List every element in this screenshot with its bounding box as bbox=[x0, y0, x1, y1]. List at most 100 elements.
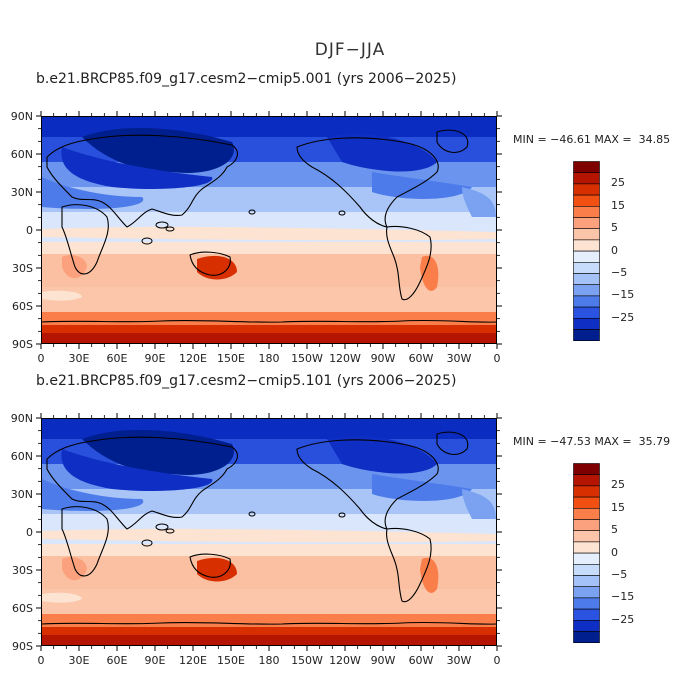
lat-tick-label: 30S bbox=[12, 564, 33, 577]
lat-tick-label: 60S bbox=[12, 300, 33, 313]
lon-tick-label: 120W bbox=[329, 352, 361, 365]
lon-tick-label: 90W bbox=[371, 352, 396, 365]
lon-tick-label: 180 bbox=[259, 654, 280, 667]
colorbar-label: 15 bbox=[611, 198, 625, 212]
lon-tick-label: 60E bbox=[107, 654, 128, 667]
min-max-label: MIN = −46.61 MAX = 34.85 bbox=[513, 133, 671, 146]
min-max-label: MIN = −47.53 MAX = 35.79 bbox=[513, 435, 671, 448]
lat-tick-label: 60N bbox=[11, 450, 33, 463]
colorbar-swatch bbox=[573, 194, 600, 207]
lon-tick-label: 90E bbox=[145, 654, 166, 667]
colorbar-swatch bbox=[573, 620, 600, 632]
map-svg bbox=[42, 419, 496, 645]
panel-title: b.e21.BRCP85.f09_g17.cesm2−cmip5.001 (yr… bbox=[36, 71, 456, 87]
lat-tick-label: 30N bbox=[11, 186, 33, 199]
lat-tick-label: 90N bbox=[11, 412, 33, 425]
colorbar-swatch bbox=[573, 217, 600, 229]
colorbar-label: −15 bbox=[611, 590, 635, 604]
axes: 90N 60N 30N 0 30S 60S 90S 0 30E 60E 90E 120E 150E 180… bbox=[11, 110, 502, 365]
lon-tick-label: 0 bbox=[38, 352, 45, 365]
colorbar-swatch bbox=[573, 183, 600, 196]
colorbar-swatch bbox=[573, 496, 600, 509]
colorbar-swatch bbox=[573, 485, 600, 498]
colorbar-swatch bbox=[573, 552, 600, 565]
colorbar-label: −5 bbox=[611, 266, 628, 279]
panel-2: b.e21.BRCP85.f09_g17.cesm2−cmip5.101 (yr… bbox=[0, 373, 700, 695]
lon-tick-label: 30W bbox=[447, 352, 472, 365]
lat-tick-label: 60N bbox=[11, 148, 33, 161]
colorbar-swatch bbox=[573, 541, 600, 554]
colorbar-swatch bbox=[573, 250, 600, 263]
colorbar-swatch bbox=[573, 530, 600, 543]
lon-tick-label: 60W bbox=[409, 352, 434, 365]
lon-tick-label: 150E bbox=[217, 654, 245, 667]
colorbar-swatch bbox=[573, 262, 600, 274]
panel-1: b.e21.BRCP85.f09_g17.cesm2−cmip5.001 (yr… bbox=[0, 71, 700, 393]
colorbar-swatch bbox=[573, 329, 600, 341]
lat-tick-label: 90S bbox=[12, 338, 33, 351]
colorbar-swatch bbox=[573, 575, 600, 587]
lon-tick-label: 90E bbox=[145, 352, 166, 365]
lat-tick-label: 90N bbox=[11, 110, 33, 123]
colorbar-swatch bbox=[573, 474, 600, 487]
axes: 90N 60N 30N 0 30S 60S 90S 0 30E 60E 90E 120E 150E 180… bbox=[11, 412, 502, 667]
colorbar-swatch bbox=[573, 228, 600, 241]
colorbar-label: −15 bbox=[611, 288, 635, 302]
map bbox=[41, 418, 497, 646]
colorbar-swatch bbox=[573, 284, 600, 297]
case-name: b.e21.BRCP85.f09_g17.cesm2−cmip5.101 bbox=[36, 373, 333, 389]
lat-tick-label: 30N bbox=[11, 488, 33, 501]
colorbar-label: −25 bbox=[611, 612, 635, 626]
colorbar-label: 5 bbox=[611, 523, 618, 537]
colorbar-swatches bbox=[573, 463, 600, 643]
lon-tick-label: 60E bbox=[107, 352, 128, 365]
lon-tick-label: 150W bbox=[291, 654, 323, 667]
lon-tick-label: 0 bbox=[38, 654, 45, 667]
colorbar-swatch bbox=[573, 631, 600, 643]
colorbar-label: −5 bbox=[611, 568, 628, 581]
colorbar-swatch bbox=[573, 295, 600, 308]
colorbar-swatch bbox=[573, 273, 600, 285]
colorbar-swatch bbox=[573, 306, 600, 319]
lon-tick-label: 90W bbox=[371, 654, 396, 667]
lat-tick-label: 0 bbox=[26, 224, 33, 237]
lon-tick-label: 30E bbox=[69, 654, 90, 667]
lon-tick-label: 150E bbox=[217, 352, 245, 365]
colorbar-label: 5 bbox=[611, 221, 618, 235]
lon-tick-label: 0 bbox=[494, 352, 501, 365]
colorbar: 25 15 5 0 −5 −15 −25 bbox=[573, 463, 634, 648]
colorbar-swatch bbox=[573, 507, 600, 520]
colorbar-swatches bbox=[573, 161, 600, 341]
colorbar-label: 0 bbox=[611, 545, 618, 559]
lat-tick-label: 60S bbox=[12, 602, 33, 615]
lon-tick-label: 0 bbox=[494, 654, 501, 667]
colorbar-label: 25 bbox=[611, 478, 625, 492]
colorbar: 25 15 5 0 −5 −15 −25 bbox=[573, 161, 634, 346]
map-svg bbox=[42, 117, 496, 343]
lon-tick-label: 30E bbox=[69, 352, 90, 365]
colorbar-swatch bbox=[573, 519, 600, 531]
colorbar-swatch bbox=[573, 318, 600, 330]
lat-tick-label: 0 bbox=[26, 526, 33, 539]
lon-tick-label: 120W bbox=[329, 654, 361, 667]
colorbar-swatch bbox=[573, 239, 600, 252]
lat-tick-label: 30S bbox=[12, 262, 33, 275]
panel-title: b.e21.BRCP85.f09_g17.cesm2−cmip5.101 (yr… bbox=[36, 373, 456, 389]
lon-tick-label: 180 bbox=[259, 352, 280, 365]
lon-tick-label: 60W bbox=[409, 654, 434, 667]
lon-tick-label: 120E bbox=[179, 352, 207, 365]
colorbar-swatch bbox=[573, 597, 600, 610]
colorbar-label: 0 bbox=[611, 243, 618, 257]
colorbar-swatch bbox=[573, 172, 600, 185]
colorbar-swatch bbox=[573, 564, 600, 576]
colorbar-swatch bbox=[573, 463, 600, 475]
lat-tick-label: 90S bbox=[12, 640, 33, 653]
lon-tick-label: 120E bbox=[179, 654, 207, 667]
case-name: b.e21.BRCP85.f09_g17.cesm2−cmip5.001 bbox=[36, 71, 333, 87]
colorbar-label: −25 bbox=[611, 310, 635, 324]
map bbox=[41, 116, 497, 344]
colorbar-swatch bbox=[573, 586, 600, 599]
page-title: DJF−JJA bbox=[314, 40, 386, 60]
colorbar-swatch bbox=[573, 608, 600, 621]
colorbar-swatch bbox=[573, 205, 600, 218]
